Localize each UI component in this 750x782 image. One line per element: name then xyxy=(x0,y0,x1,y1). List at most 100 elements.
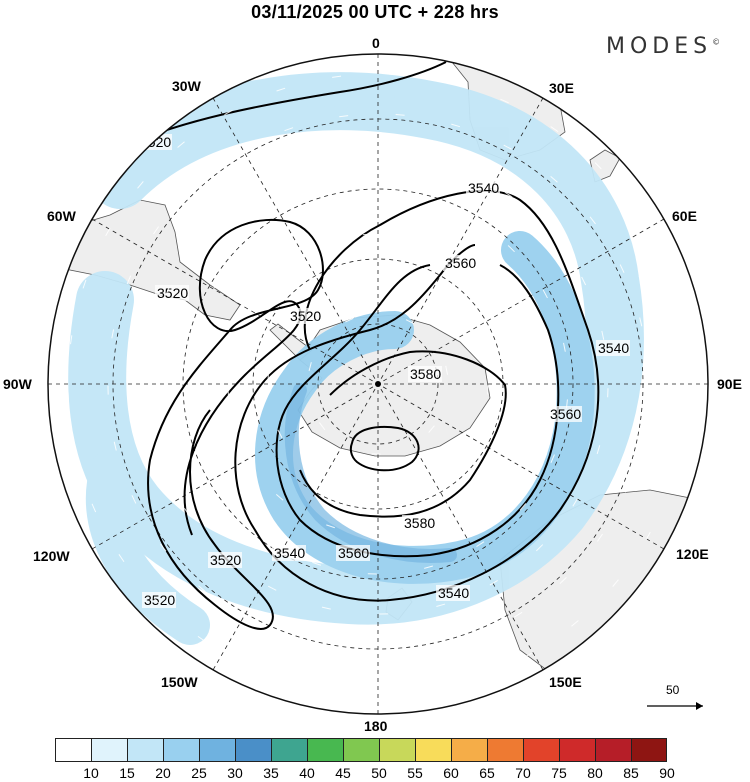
wind-vector xyxy=(487,478,495,487)
wind-vector xyxy=(197,635,206,642)
colorbar-tick-label: 55 xyxy=(407,765,423,781)
wind-vector xyxy=(559,577,567,584)
contour-label: 3540 xyxy=(274,545,305,561)
wind-vector xyxy=(470,676,480,681)
longitude-label-60e: 60E xyxy=(672,208,697,224)
colorbar-swatch xyxy=(523,738,559,762)
longitude-label-120w: 120W xyxy=(33,548,70,564)
wind-vector xyxy=(624,483,630,493)
brand-name: MODES xyxy=(606,34,713,59)
contour-3580-closed xyxy=(349,425,420,472)
wind-vector xyxy=(659,255,665,265)
colorbar-swatch xyxy=(55,738,91,762)
colorbar xyxy=(55,738,667,762)
wind-vector xyxy=(421,239,430,244)
wind-vector xyxy=(105,227,111,237)
wind-vector xyxy=(472,267,481,275)
wind-vector xyxy=(589,216,596,225)
wind-vector xyxy=(312,561,321,566)
wind-vector xyxy=(159,456,164,465)
wind-vector xyxy=(526,368,529,378)
wind-vector xyxy=(436,603,446,607)
wind-vector xyxy=(514,611,523,618)
longitude-label-120e: 120E xyxy=(676,546,709,562)
south-pole-marker xyxy=(375,381,381,387)
colorbar-tick-label: 80 xyxy=(587,765,603,781)
wind-vector xyxy=(249,237,257,245)
wind-vector xyxy=(433,288,442,295)
wind-vector xyxy=(407,195,417,199)
wind-vector xyxy=(565,399,568,409)
wind-vector xyxy=(507,245,515,253)
longitude-label-0: 0 xyxy=(372,35,380,51)
wind-vector xyxy=(277,429,283,439)
wind-vector xyxy=(550,454,555,464)
wind-vector xyxy=(395,114,405,116)
wind-vector xyxy=(612,579,619,587)
copyright-mark: © xyxy=(712,37,721,47)
longitude-label-150e: 150E xyxy=(549,674,582,690)
wind-vector xyxy=(518,427,523,436)
wind-vector xyxy=(571,620,579,627)
colorbar-swatch xyxy=(415,738,451,762)
wind-vector xyxy=(445,81,455,85)
wind-vector xyxy=(384,532,394,535)
wind-vector xyxy=(542,289,548,299)
colorbar-tick-label: 35 xyxy=(263,765,279,781)
wind-vector xyxy=(113,441,117,451)
wind-vector xyxy=(233,332,238,341)
wind-vector xyxy=(473,329,479,339)
contour-label: 3560 xyxy=(445,255,476,271)
wind-vector xyxy=(631,205,638,214)
contour-label: 3520 xyxy=(144,592,175,608)
contour-label: 3580 xyxy=(410,366,441,382)
wind-vector xyxy=(244,618,253,624)
wind-vector xyxy=(227,390,230,400)
wind-vector xyxy=(295,640,305,645)
wind-vector xyxy=(548,229,555,237)
wind-vector xyxy=(308,362,312,372)
reference-vector-label: 50 xyxy=(666,683,680,697)
wind-vector xyxy=(405,319,415,325)
wind-vector xyxy=(198,585,206,593)
wind-vector xyxy=(641,429,645,439)
wind-vector xyxy=(601,330,605,340)
wind-vector xyxy=(423,479,433,485)
wind-vector xyxy=(234,198,243,205)
wind-vector xyxy=(126,275,132,285)
wind-vector xyxy=(197,443,202,453)
wind-vector xyxy=(183,507,190,517)
wind-vector xyxy=(149,341,153,352)
wind-vector xyxy=(111,329,115,339)
wind-vector xyxy=(594,162,602,170)
wind-vector xyxy=(275,493,284,501)
brand-logo: MODES© xyxy=(606,34,720,59)
colorbar-tick-label: 50 xyxy=(371,765,387,781)
wind-vector xyxy=(213,280,220,289)
wind-vector xyxy=(351,652,361,654)
longitude-label-90w: 90W xyxy=(3,376,32,392)
longitude-label-180: 180 xyxy=(364,718,388,734)
wind-vector xyxy=(428,425,435,433)
colorbar-tick-label: 70 xyxy=(515,765,531,781)
colorbar-swatch xyxy=(127,738,163,762)
map-disc: 3520 3520 3520 3520 3520 3540 3540 3540 … xyxy=(48,54,708,714)
wind-vector xyxy=(137,181,144,189)
wind-vector xyxy=(192,331,196,341)
wind-vector xyxy=(345,317,354,323)
longitude-label-30e: 30E xyxy=(549,80,574,96)
wind-vector xyxy=(339,155,349,158)
wind-vector xyxy=(581,276,587,286)
wind-vector xyxy=(462,636,472,641)
wind-vector xyxy=(221,552,229,559)
reference-vector-arrow-icon xyxy=(647,702,703,710)
wind-vector xyxy=(550,126,559,133)
wind-vector xyxy=(332,75,342,78)
wind-vector xyxy=(262,534,271,541)
colorbar-tick-label: 60 xyxy=(443,765,459,781)
wind-vector xyxy=(222,494,230,502)
wind-vector xyxy=(461,212,470,218)
wind-vector xyxy=(550,175,558,183)
contour-label: 3560 xyxy=(338,545,369,561)
wind-vector xyxy=(669,479,674,489)
